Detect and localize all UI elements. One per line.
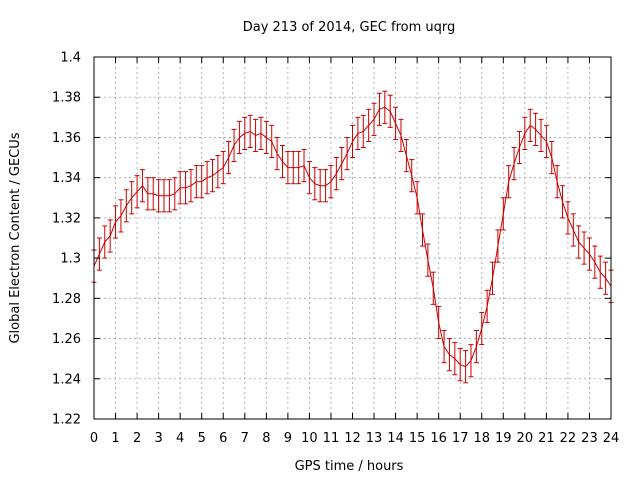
grid xyxy=(94,57,611,419)
x-tick-label: 14 xyxy=(387,431,404,446)
y-tick-label: 1.3 xyxy=(60,252,81,267)
x-tick-label: 20 xyxy=(517,431,534,446)
x-tick-label: 2 xyxy=(133,431,141,446)
data-series xyxy=(91,90,614,384)
x-tick-label: 17 xyxy=(452,431,469,446)
x-tick-label: 9 xyxy=(284,431,292,446)
y-tick-label: 1.26 xyxy=(52,332,81,347)
x-tick-label: 24 xyxy=(603,431,620,446)
x-tick-label: 3 xyxy=(154,431,162,446)
y-tick-label: 1.24 xyxy=(52,372,81,387)
y-tick-label: 1.28 xyxy=(52,292,81,307)
y-tick-label: 1.4 xyxy=(60,51,81,66)
x-ticks: 0 1 2 3 4 5 6 7 8 9 10 11 12 13 14 15 16 17 18 19 20 21 22 23 24 xyxy=(90,57,619,446)
x-tick-label: 19 xyxy=(495,431,512,446)
y-tick-label: 1.22 xyxy=(52,413,81,428)
x-tick-label: 0 xyxy=(90,431,98,446)
x-tick-label: 10 xyxy=(301,431,318,446)
x-tick-label: 11 xyxy=(323,431,340,446)
y-ticks: 1.22 1.24 1.26 1.28 1.3 1.32 1.34 1.36 1.38 1.4 xyxy=(52,51,611,428)
x-tick-label: 5 xyxy=(198,431,206,446)
x-tick-label: 23 xyxy=(581,431,598,446)
y-tick-label: 1.38 xyxy=(52,91,81,106)
x-tick-label: 18 xyxy=(473,431,490,446)
x-tick-label: 1 xyxy=(111,431,119,446)
y-tick-label: 1.34 xyxy=(52,171,81,186)
x-tick-label: 8 xyxy=(262,431,270,446)
x-tick-label: 7 xyxy=(241,431,249,446)
x-tick-label: 22 xyxy=(560,431,577,446)
x-tick-label: 21 xyxy=(538,431,555,446)
x-tick-label: 13 xyxy=(366,431,383,446)
y-tick-label: 1.36 xyxy=(52,131,81,146)
x-tick-label: 6 xyxy=(219,431,227,446)
chart-title: Day 213 of 2014, GEC from uqrg xyxy=(243,20,456,35)
x-tick-label: 4 xyxy=(176,431,184,446)
y-axis-label: Global Electron Content / GECUs xyxy=(8,132,23,343)
y-tick-label: 1.32 xyxy=(52,211,81,226)
x-tick-label: 15 xyxy=(409,431,426,446)
x-axis-label: GPS time / hours xyxy=(295,459,404,474)
x-tick-label: 16 xyxy=(430,431,447,446)
x-tick-label: 12 xyxy=(344,431,361,446)
